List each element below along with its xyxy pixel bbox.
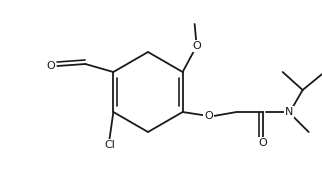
- Text: O: O: [47, 61, 55, 71]
- Text: N: N: [284, 107, 293, 117]
- Text: Cl: Cl: [104, 140, 115, 150]
- Text: O: O: [204, 111, 213, 121]
- Text: O: O: [258, 138, 267, 148]
- Text: O: O: [192, 41, 201, 51]
